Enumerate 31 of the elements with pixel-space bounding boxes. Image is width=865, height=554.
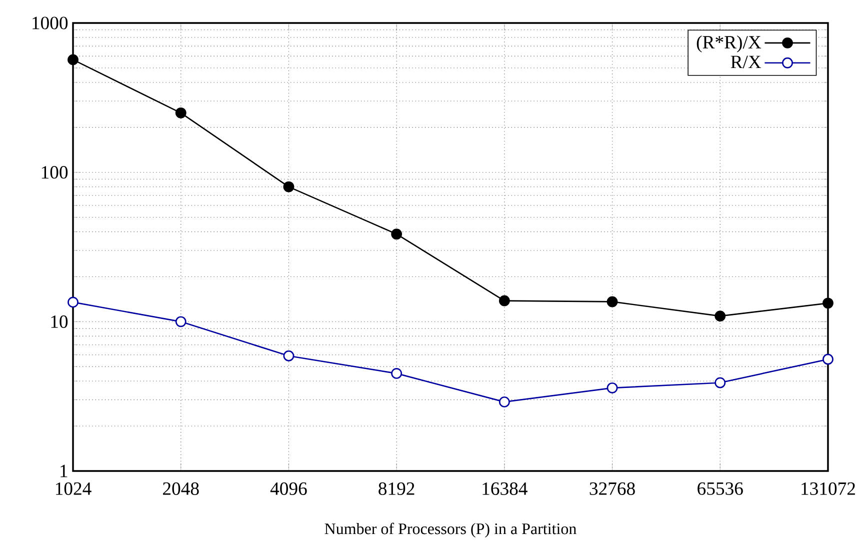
point <box>175 107 186 118</box>
point <box>606 382 618 394</box>
x-axis-title: Number of Processors (P) in a Partition <box>324 522 576 538</box>
point <box>391 228 402 240</box>
y-tick-label: 100 <box>42 166 68 179</box>
legend-label: (R*R)/X <box>696 35 762 52</box>
point <box>68 54 78 66</box>
point <box>283 350 294 362</box>
x-tick-label: 32768 <box>590 482 635 495</box>
y-tick-label: 1 <box>60 464 68 478</box>
x-tick-label: 16384 <box>482 482 528 495</box>
y-tick-label: 1000 <box>32 16 68 30</box>
legend-label: R/X <box>730 56 762 68</box>
point <box>606 296 618 308</box>
x-tick-label: 65536 <box>698 482 743 495</box>
point <box>498 295 510 306</box>
point <box>175 316 186 328</box>
point <box>283 181 294 192</box>
y-tick-label: 10 <box>51 315 68 328</box>
point <box>714 377 726 388</box>
point <box>68 296 78 308</box>
point <box>822 298 834 309</box>
x-tick-label: 2048 <box>163 482 199 495</box>
point <box>498 396 510 408</box>
point <box>714 310 726 322</box>
point <box>391 368 402 379</box>
x-tick-label: 1024 <box>56 482 92 495</box>
x-tick-label: 131072 <box>802 482 855 495</box>
x-tick-label: 8192 <box>378 482 414 495</box>
point <box>822 354 834 365</box>
x-tick-label: 4096 <box>270 482 307 495</box>
